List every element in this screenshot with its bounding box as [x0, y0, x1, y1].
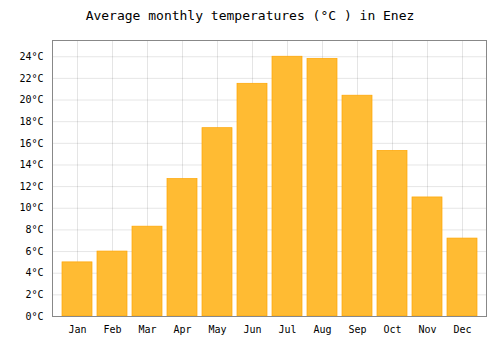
svg-text:Dec: Dec: [453, 324, 471, 335]
svg-text:May: May: [208, 324, 226, 335]
svg-text:Nov: Nov: [418, 324, 436, 335]
svg-text:Oct: Oct: [383, 324, 401, 335]
svg-text:Jun: Jun: [243, 324, 261, 335]
svg-text:Jan: Jan: [68, 324, 86, 335]
svg-text:8°C: 8°C: [25, 224, 43, 235]
svg-text:4°C: 4°C: [25, 267, 43, 278]
svg-text:0°C: 0°C: [25, 311, 43, 322]
svg-text:6°C: 6°C: [25, 246, 43, 257]
svg-text:12°C: 12°C: [19, 181, 43, 192]
svg-text:10°C: 10°C: [19, 202, 43, 213]
svg-text:18°C: 18°C: [19, 116, 43, 127]
svg-text:Sep: Sep: [348, 324, 366, 335]
html-text:Average monthly temperatures (: Average monthly temperatures (°C ) in En…: [85, 8, 415, 23]
svg-text:20°C: 20°C: [19, 94, 43, 105]
svg-text:Feb: Feb: [103, 324, 121, 335]
svg-text:Aug: Aug: [313, 324, 331, 335]
svg-text:Mar: Mar: [138, 324, 156, 335]
svg-text:2°C: 2°C: [25, 289, 43, 300]
svg-text:Jul: Jul: [278, 324, 296, 335]
svg-text:24°C: 24°C: [19, 51, 43, 62]
svg-text:Apr: Apr: [173, 324, 191, 335]
svg-text:16°C: 16°C: [19, 138, 43, 149]
svg-text:14°C: 14°C: [19, 159, 43, 170]
svg-text:22°C: 22°C: [19, 73, 43, 84]
